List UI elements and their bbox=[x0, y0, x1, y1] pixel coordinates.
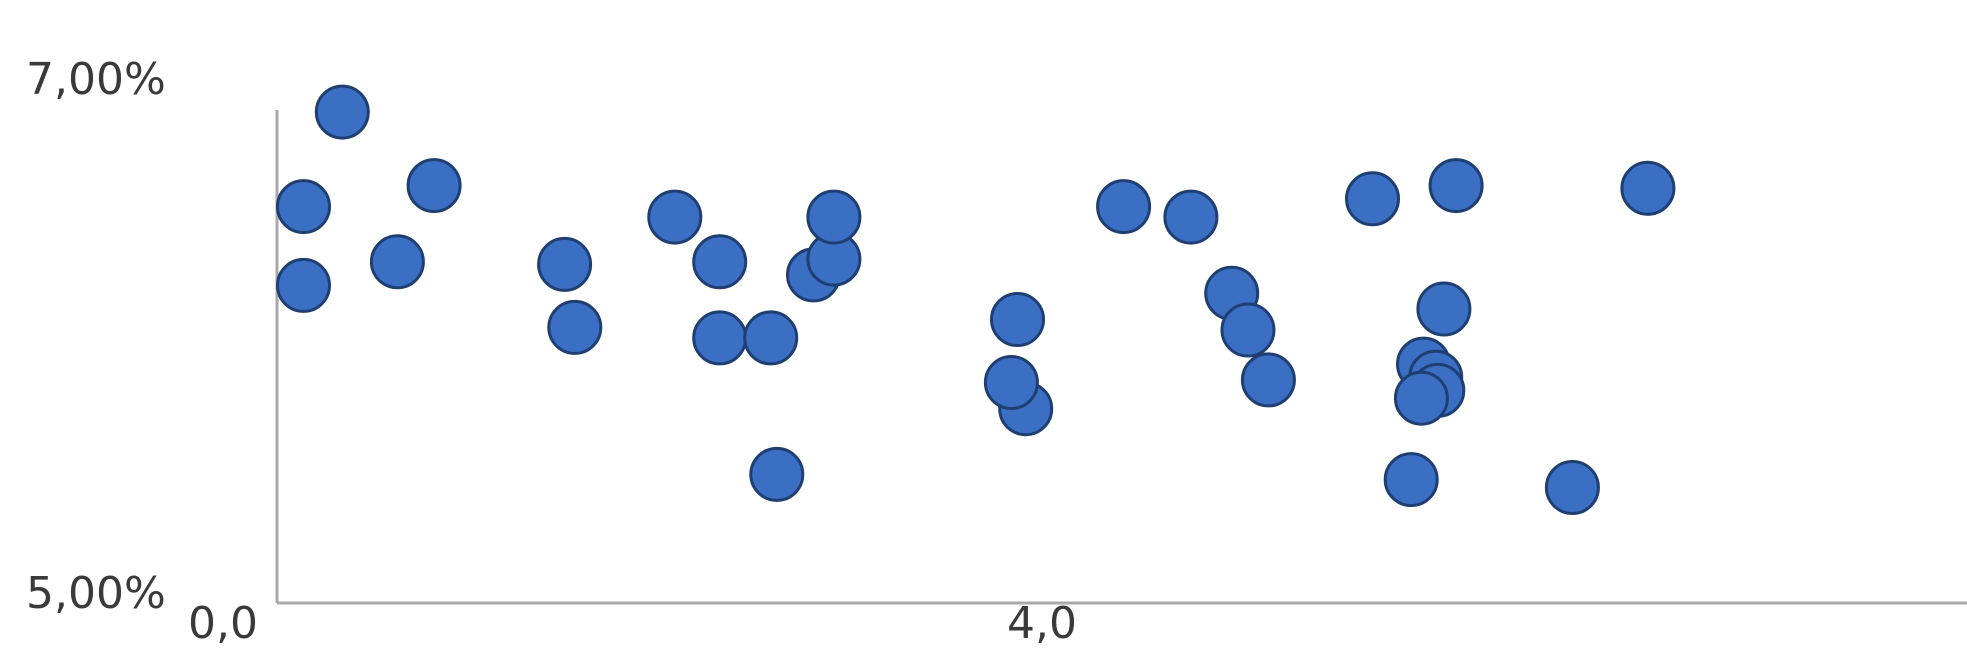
data-point-0-5 bbox=[537, 236, 593, 292]
data-point-0-24 bbox=[1428, 158, 1484, 214]
data-point-0-17 bbox=[990, 292, 1045, 347]
data-point-0-22 bbox=[1240, 352, 1296, 408]
data-point-0-8 bbox=[692, 234, 748, 290]
data-point-0-6 bbox=[547, 299, 603, 355]
data-point-0-4 bbox=[406, 158, 462, 214]
data-point-0-29 bbox=[1393, 370, 1449, 426]
y-tick-label-max: 7,00% bbox=[26, 54, 166, 105]
data-points bbox=[276, 84, 1676, 515]
data-point-0-19 bbox=[1163, 189, 1219, 245]
data-point-0-9 bbox=[692, 310, 748, 366]
data-point-0-23 bbox=[1345, 171, 1400, 227]
data-point-0-25 bbox=[1416, 281, 1472, 337]
data-point-0-0 bbox=[276, 179, 331, 235]
data-point-0-3 bbox=[369, 234, 425, 290]
x-tick-label-0: 0,0 bbox=[188, 598, 258, 649]
data-point-0-21 bbox=[1220, 302, 1276, 358]
y-tick-label-min: 5,00% bbox=[26, 568, 166, 619]
data-point-0-11 bbox=[749, 446, 805, 502]
data-point-0-2 bbox=[314, 84, 370, 140]
data-point-0-14 bbox=[806, 189, 862, 245]
data-point-0-30 bbox=[1383, 452, 1439, 508]
data-point-0-16 bbox=[983, 355, 1039, 410]
data-point-0-10 bbox=[743, 310, 799, 366]
data-point-0-7 bbox=[647, 189, 703, 245]
data-point-0-1 bbox=[276, 257, 331, 313]
x-tick-label-4: 4,0 bbox=[1007, 598, 1077, 649]
data-point-0-32 bbox=[1620, 160, 1676, 216]
data-point-0-31 bbox=[1544, 460, 1600, 515]
data-point-0-18 bbox=[1096, 179, 1152, 235]
